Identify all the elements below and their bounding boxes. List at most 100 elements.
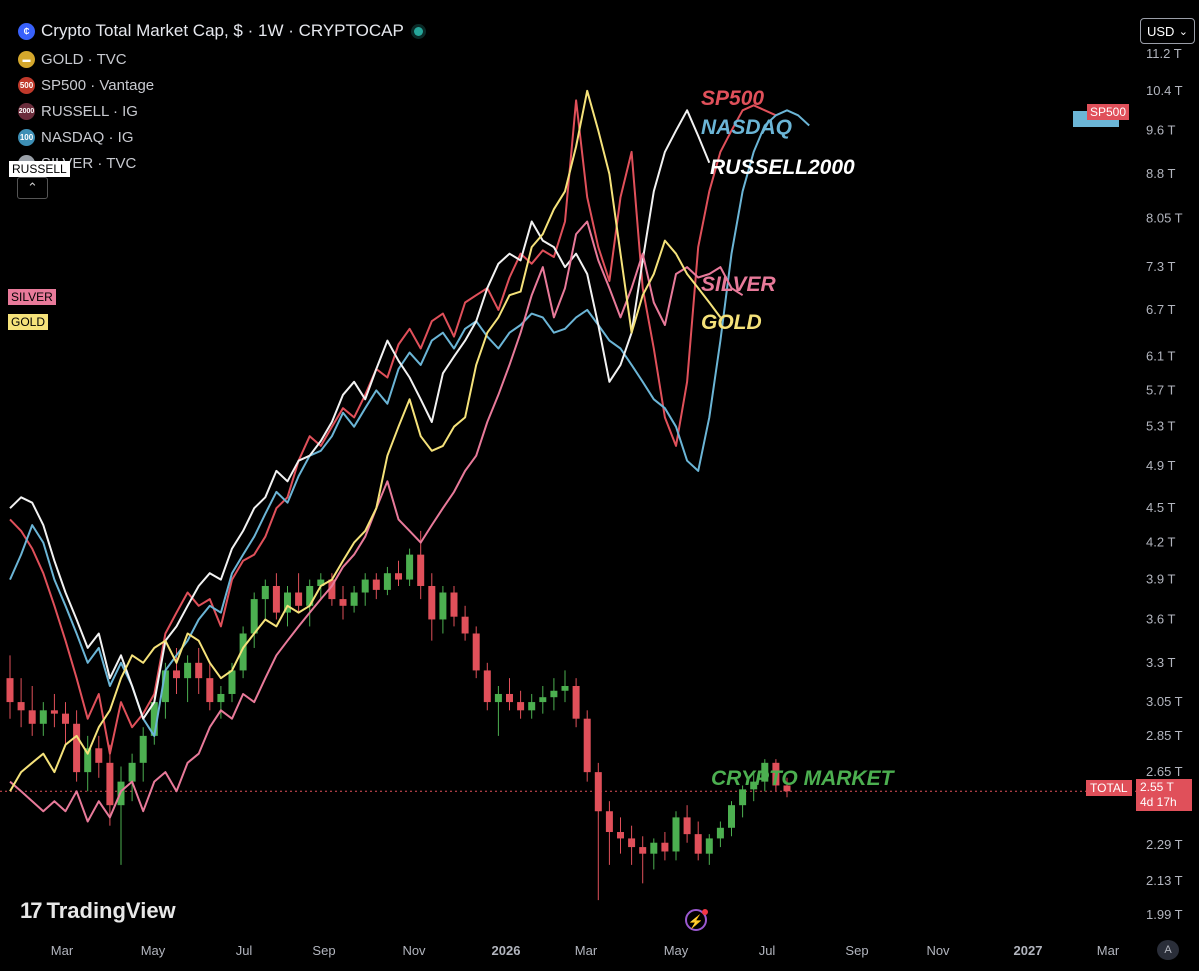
candle-body <box>106 762 114 806</box>
annotation-nasdaq: NASDAQ <box>701 116 792 139</box>
russell-symbol-icon: 2000 <box>18 102 35 120</box>
series-line-russell2000 <box>9 109 711 720</box>
time-axis-label: Sep <box>312 943 335 958</box>
lightning-icon[interactable]: ⚡ <box>685 909 707 931</box>
legend-main-row[interactable]: ₵ Crypto Total Market Cap, $ · 1W · CRYP… <box>18 20 423 42</box>
total-price-tag: 2.55 T 4d 17h <box>1136 779 1192 811</box>
comparison-lines <box>9 89 810 823</box>
auto-scale-button[interactable]: A <box>1157 940 1179 960</box>
candle-body <box>395 573 402 580</box>
legend-item-nasdaq[interactable]: 100 NASDAQ · IG <box>18 124 423 150</box>
time-axis-label: May <box>664 943 689 958</box>
legend-item-russell[interactable]: 2000 RUSSELL · IG <box>18 98 423 124</box>
candle-body <box>428 585 436 620</box>
gold-left-tag: GOLD <box>8 314 49 330</box>
legend-item-silver[interactable]: ▬ SILVER · TVC <box>18 150 423 176</box>
crypto-candles <box>6 530 791 901</box>
candle-body <box>328 579 336 600</box>
candle-body <box>617 832 624 839</box>
legend-label: RUSSELL · IG <box>41 102 138 120</box>
currency-value: USD <box>1147 23 1175 39</box>
candle-body <box>661 842 669 852</box>
candle-body <box>28 710 36 724</box>
candle-body <box>728 805 735 828</box>
candle-body <box>184 662 192 679</box>
candle-body <box>650 842 658 854</box>
time-axis-label: Jul <box>236 943 253 958</box>
annotation-gold: GOLD <box>701 311 762 334</box>
price-axis-label: 5.7 T <box>1146 382 1175 397</box>
candle-body <box>239 633 247 671</box>
price-axis-label: 3.9 T <box>1146 572 1175 587</box>
price-axis-label: 2.29 T <box>1146 837 1183 852</box>
candle-body <box>161 670 169 703</box>
candle-body <box>461 616 469 634</box>
candle-body <box>716 827 724 839</box>
price-axis-label: 9.6 T <box>1146 123 1175 138</box>
price-axis-label: 3.3 T <box>1146 655 1175 670</box>
total-countdown: 4d 17h <box>1140 795 1177 809</box>
candle-body <box>6 678 14 703</box>
legend-item-gold[interactable]: ▬ GOLD · TVC <box>18 46 423 72</box>
candle-body <box>228 670 236 694</box>
series-annotations: SP500 NASDAQ RUSSELL2000 SILVER GOLD CRY… <box>701 87 896 790</box>
candle-body <box>139 735 147 763</box>
candle-body <box>761 762 769 782</box>
time-axis-label: Sep <box>845 943 868 958</box>
candle-body <box>173 670 180 679</box>
time-axis-label: Nov <box>926 943 950 958</box>
candle-body <box>195 662 203 679</box>
price-axis-label: 4.2 T <box>1146 535 1175 550</box>
legend-collapse-button[interactable]: ⌃ <box>17 177 48 199</box>
russell-left-tag: RUSSELL <box>9 161 70 177</box>
price-axis-label: 11.2 T <box>1146 46 1182 61</box>
candle-body <box>539 697 547 703</box>
candle-body <box>694 834 702 854</box>
price-axis-label: 4.5 T <box>1146 500 1175 515</box>
price-axis-label: 3.6 T <box>1146 611 1175 626</box>
sp500-symbol-icon: 500 <box>18 76 35 94</box>
price-axis-label: 7.3 T <box>1146 259 1175 274</box>
candle-body <box>150 702 158 736</box>
legend-label: SP500 · Vantage <box>41 76 155 94</box>
sp500-right-tag: SP500 <box>1087 104 1130 120</box>
notification-dot <box>702 909 708 915</box>
candle-body <box>317 579 325 586</box>
candle-body <box>350 592 358 606</box>
price-axis-label: 2.85 T <box>1146 728 1183 743</box>
candle-body <box>772 762 780 786</box>
nasdaq-symbol-icon: 100 <box>18 128 35 146</box>
time-axis: Mar May Jul Sep Nov 2026 Mar May Jul Sep Nov 2027 Ma… <box>51 943 1120 958</box>
price-axis-label: 1.99 T <box>1146 907 1183 922</box>
market-open-icon <box>413 26 423 36</box>
candle-body <box>295 592 303 606</box>
candle-body <box>128 762 136 782</box>
chart-title: Crypto Total Market Cap, $ · 1W · CRYPTO… <box>41 21 404 40</box>
candle-body <box>517 702 525 711</box>
price-axis: 11.2 T 10.4 T 9.6 T 8.8 T 8.05 T 7.3 T 6.7 T 6.… <box>1146 46 1183 922</box>
legend-item-sp500[interactable]: 500 SP500 · Vantage <box>18 72 423 98</box>
candle-body <box>639 847 647 854</box>
time-axis-label: Jul <box>759 943 776 958</box>
tradingview-logo[interactable]: 17 TradingView <box>20 898 176 924</box>
candle-body <box>261 585 269 600</box>
candle-body <box>605 811 613 833</box>
candle-body <box>483 670 491 703</box>
candle-body <box>17 702 25 711</box>
series-line-sp500 <box>9 99 777 755</box>
candle-body <box>250 599 258 634</box>
candle-body <box>528 702 536 711</box>
total-left-tag: TOTAL <box>1086 780 1132 796</box>
candle-body <box>506 693 513 703</box>
legend: ₵ Crypto Total Market Cap, $ · 1W · CRYP… <box>18 20 423 176</box>
candle-body <box>383 573 391 590</box>
chevron-down-icon: ⌄ <box>1178 25 1188 38</box>
currency-select[interactable]: USD ⌄ <box>1140 18 1195 44</box>
candle-body <box>95 748 103 763</box>
candle-body <box>783 785 791 792</box>
candle-body <box>683 817 691 835</box>
time-axis-label: Mar <box>1097 943 1120 958</box>
candle-body <box>50 710 58 714</box>
total-price-value: 2.55 T <box>1140 780 1174 794</box>
